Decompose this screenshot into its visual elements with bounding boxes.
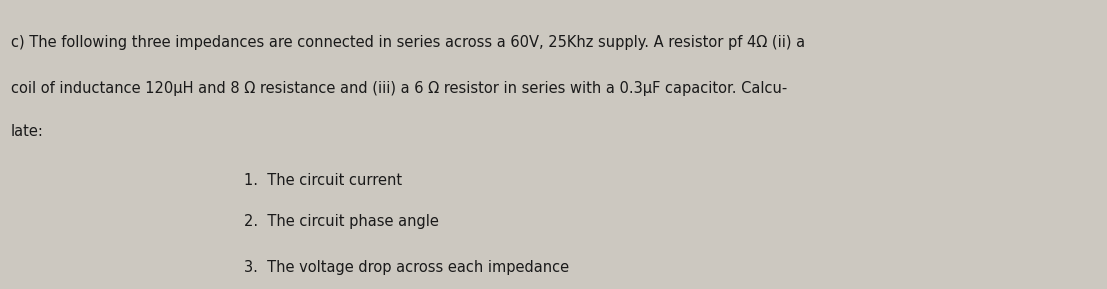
Text: 1.  The circuit current: 1. The circuit current [244,173,402,188]
Text: coil of inductance 120μH and 8 Ω resistance and (iii) a 6 Ω resistor in series w: coil of inductance 120μH and 8 Ω resista… [11,81,787,96]
Text: 3.  The voltage drop across each impedance: 3. The voltage drop across each impedanc… [244,260,569,275]
Text: late:: late: [11,124,44,139]
Text: 2.  The circuit phase angle: 2. The circuit phase angle [244,214,438,229]
Text: c) The following three impedances are connected in series across a 60V, 25Khz su: c) The following three impedances are co… [11,35,805,50]
